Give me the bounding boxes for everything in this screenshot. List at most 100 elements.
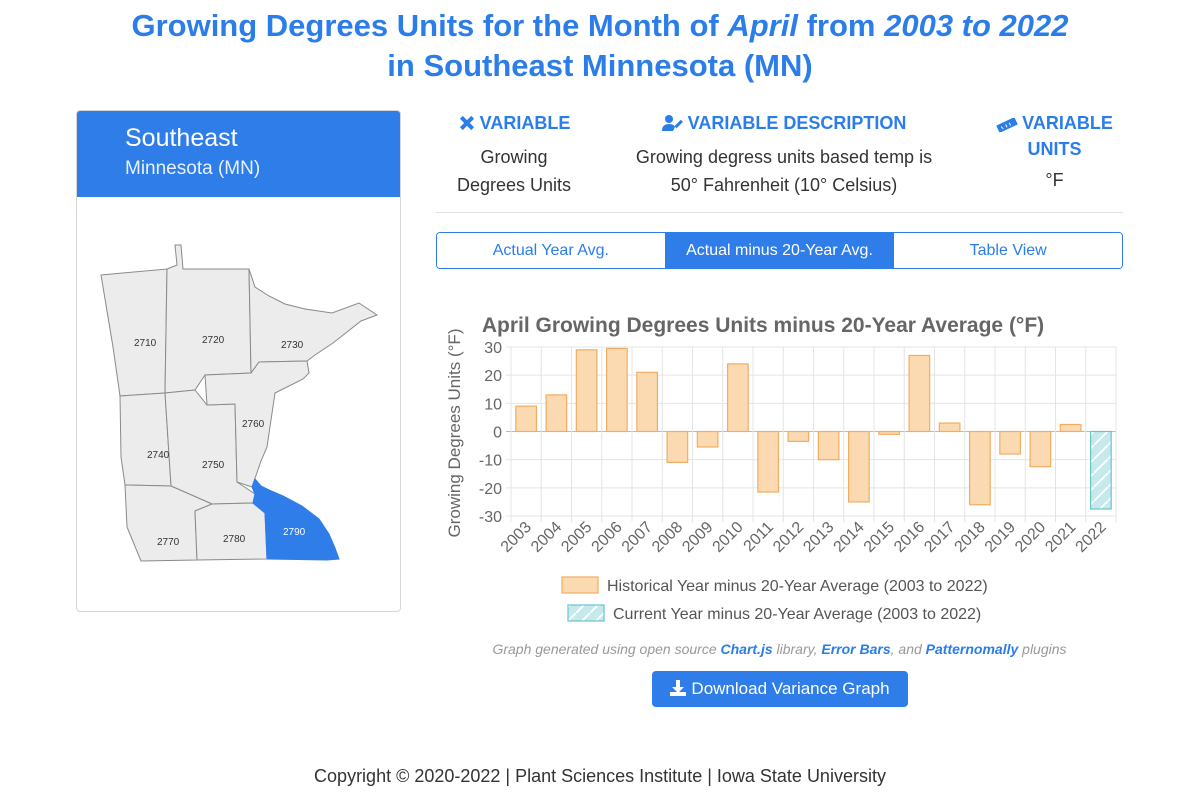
tab-actual-year-avg[interactable]: Actual Year Avg. — [437, 233, 665, 268]
view-tabs: Actual Year Avg. Actual minus 20-Year Av… — [436, 232, 1123, 269]
map-label-2750: 2750 — [202, 460, 225, 471]
units-info: VARIABLE UNITS °F — [982, 112, 1127, 194]
page-title: Growing Degrees Units for the Month of A… — [0, 6, 1200, 86]
y-tick-label: -10 — [479, 453, 502, 470]
y-tick-label: -20 — [479, 481, 502, 498]
bar-2015[interactable] — [879, 432, 900, 435]
y-tick-label: -30 — [479, 509, 502, 526]
page-title-line-2: in Southeast Minnesota (MN) — [0, 46, 1200, 86]
x-tick-label: 2021 — [1042, 519, 1079, 556]
map-label-2740: 2740 — [147, 450, 170, 461]
x-tick-label: 2009 — [679, 519, 716, 556]
y-axis-label: Growing Degrees Units (°F) — [445, 329, 464, 538]
variance-chart: April Growing Degrees Units minus 20-Yea… — [436, 305, 1123, 635]
x-tick-label: 2010 — [710, 519, 747, 556]
bar-2011[interactable] — [758, 432, 779, 493]
map-label-2720: 2720 — [202, 335, 225, 346]
bar-2007[interactable] — [637, 372, 658, 431]
variable-label: VARIABLE — [480, 113, 571, 133]
page-title-line-1: Growing Degrees Units for the Month of A… — [0, 6, 1200, 46]
units-value: °F — [982, 166, 1127, 194]
bar-2003[interactable] — [516, 406, 537, 431]
map-division-2710[interactable] — [101, 269, 167, 396]
x-tick-label: 2020 — [1012, 519, 1049, 556]
download-icon — [670, 673, 686, 709]
user-edit-icon — [662, 114, 684, 138]
x-tick-label: 2022 — [1073, 519, 1110, 556]
footer: Copyright © 2020-2022 | Plant Sciences I… — [0, 766, 1200, 787]
x-tick-label: 2017 — [921, 519, 958, 556]
download-label: Download Variance Graph — [691, 679, 889, 698]
chartjs-link[interactable]: Chart.js — [721, 641, 773, 657]
bar-2006[interactable] — [607, 348, 628, 431]
patternomally-link[interactable]: Patternomally — [926, 641, 1019, 657]
chart-credit: Graph generated using open source Chart.… — [436, 641, 1123, 657]
description-line-2: 50° Fahrenheit (10° Celsius) — [604, 171, 964, 199]
variable-value-line-1: Growing — [440, 143, 588, 171]
x-tick-label: 2004 — [528, 519, 565, 556]
chart-title: April Growing Degrees Units minus 20-Yea… — [482, 314, 1044, 337]
bar-2019[interactable] — [1000, 432, 1021, 455]
x-tick-label: 2019 — [982, 519, 1019, 556]
tab-actual-minus-20-year-avg[interactable]: Actual minus 20-Year Avg. — [665, 233, 894, 268]
region-state: Minnesota (MN) — [125, 156, 400, 182]
bar-2009[interactable] — [697, 432, 718, 447]
x-tick-label: 2011 — [741, 519, 777, 555]
x-tick-label: 2014 — [831, 519, 868, 556]
minnesota-map: 2710 2720 2730 2740 2750 2760 2770 2780 … — [77, 197, 401, 611]
map-label-2710: 2710 — [134, 338, 157, 349]
bar-2017[interactable] — [939, 423, 960, 431]
map-division-2720[interactable] — [165, 245, 251, 393]
units-label-line-2: UNITS — [982, 138, 1127, 161]
description-info: VARIABLE DESCRIPTION Growing degress uni… — [604, 112, 964, 199]
x-tick-label: 2005 — [558, 519, 595, 556]
map-division-2780[interactable] — [195, 503, 267, 560]
x-tick-label: 2007 — [619, 519, 656, 556]
bar-2008[interactable] — [667, 432, 688, 463]
x-tick-label: 2012 — [770, 519, 807, 556]
map-label-2730: 2730 — [281, 340, 304, 351]
bar-2018[interactable] — [970, 432, 991, 505]
y-tick-label: 10 — [484, 396, 502, 413]
bar-2021[interactable] — [1060, 424, 1081, 431]
region-card: Southeast Minnesota (MN) 2710 2720 2730 … — [76, 110, 401, 612]
bar-2016[interactable] — [909, 355, 930, 431]
bar-2012[interactable] — [788, 432, 809, 442]
error-bars-link[interactable]: Error Bars — [821, 641, 890, 657]
units-label-line-1: VARIABLE — [1022, 113, 1113, 133]
map-label-2760: 2760 — [242, 419, 265, 430]
x-tick-label: 2018 — [952, 519, 989, 556]
tab-table-view[interactable]: Table View — [893, 233, 1122, 268]
bar-2010[interactable] — [728, 364, 749, 432]
download-variance-graph-button[interactable]: Download Variance Graph — [652, 671, 908, 707]
ruler-icon — [996, 115, 1018, 138]
bar-2005[interactable] — [576, 350, 597, 432]
x-tick-label: 2006 — [589, 519, 626, 556]
legend-label: Current Year minus 20-Year Average (2003… — [613, 606, 981, 623]
bar-2022[interactable] — [1091, 432, 1112, 509]
bar-2004[interactable] — [546, 395, 567, 432]
bar-2014[interactable] — [849, 432, 870, 502]
map-label-2790: 2790 — [283, 527, 306, 538]
variable-value-line-2: Degrees Units — [440, 171, 588, 199]
map-division-2730[interactable] — [249, 269, 377, 373]
variable-info: VARIABLE Growing Degrees Units — [440, 112, 588, 199]
map-label-2770: 2770 — [157, 537, 180, 548]
y-tick-label: 30 — [484, 340, 502, 357]
legend-swatch — [568, 605, 604, 621]
description-line-1: Growing degress units based temp is — [604, 143, 964, 171]
legend-swatch — [562, 577, 598, 593]
bar-2020[interactable] — [1030, 432, 1051, 467]
bar-2013[interactable] — [818, 432, 839, 460]
map-division-2740[interactable] — [120, 393, 171, 486]
legend-label: Historical Year minus 20-Year Average (2… — [607, 578, 988, 595]
x-tick-label: 2003 — [498, 519, 535, 556]
x-tick-label: 2008 — [649, 519, 686, 556]
x-tick-label: 2015 — [861, 519, 898, 556]
divider — [436, 212, 1123, 213]
x-tick-label: 2016 — [891, 519, 928, 556]
x-tick-label: 2013 — [800, 519, 837, 556]
description-label: VARIABLE DESCRIPTION — [688, 113, 907, 133]
region-header: Southeast Minnesota (MN) — [77, 111, 400, 197]
map-label-2780: 2780 — [223, 534, 246, 545]
